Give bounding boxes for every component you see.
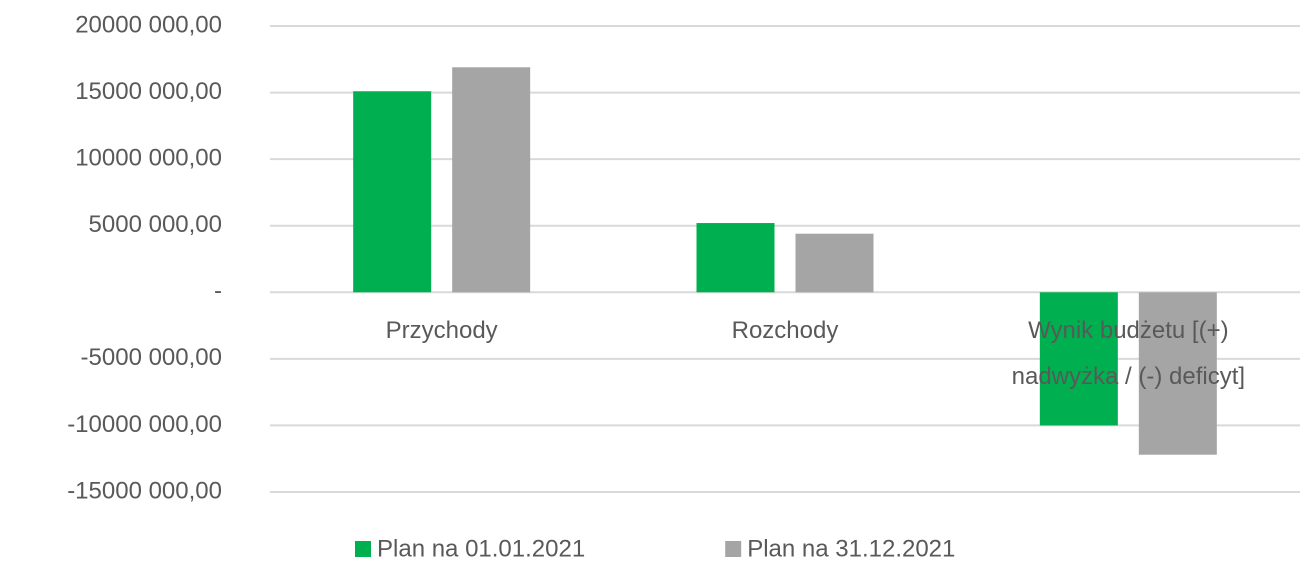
bar — [1138, 292, 1217, 455]
bar — [353, 91, 432, 293]
bar — [696, 223, 775, 293]
y-tick-label: 5000 000,00 — [89, 211, 222, 238]
y-tick-label: -10000 000,00 — [67, 411, 222, 438]
y-tick-label: 15000 000,00 — [75, 78, 222, 105]
x-tick-label: Wynik budżetu [(+) nadwyżka / (-) deficy… — [1011, 317, 1246, 391]
legend-swatch — [725, 541, 742, 557]
legend-label: Plan na 01.01.2021 — [377, 535, 585, 562]
y-tick-label: - — [214, 278, 222, 305]
bar — [452, 67, 531, 293]
y-tick-label: 10000 000,00 — [75, 144, 222, 171]
legend-swatch — [355, 541, 371, 557]
legend-label: Plan na 31.12.2021 — [747, 535, 955, 562]
bar — [1039, 292, 1118, 426]
x-tick-label: Przychody — [385, 317, 498, 345]
x-tick-label: Rozchody — [731, 317, 839, 345]
y-tick-label: 20000 000,00 — [75, 11, 222, 38]
y-tick-label: -5000 000,00 — [81, 344, 222, 371]
bar — [795, 233, 874, 293]
y-tick-label: -15000 000,00 — [67, 477, 222, 504]
